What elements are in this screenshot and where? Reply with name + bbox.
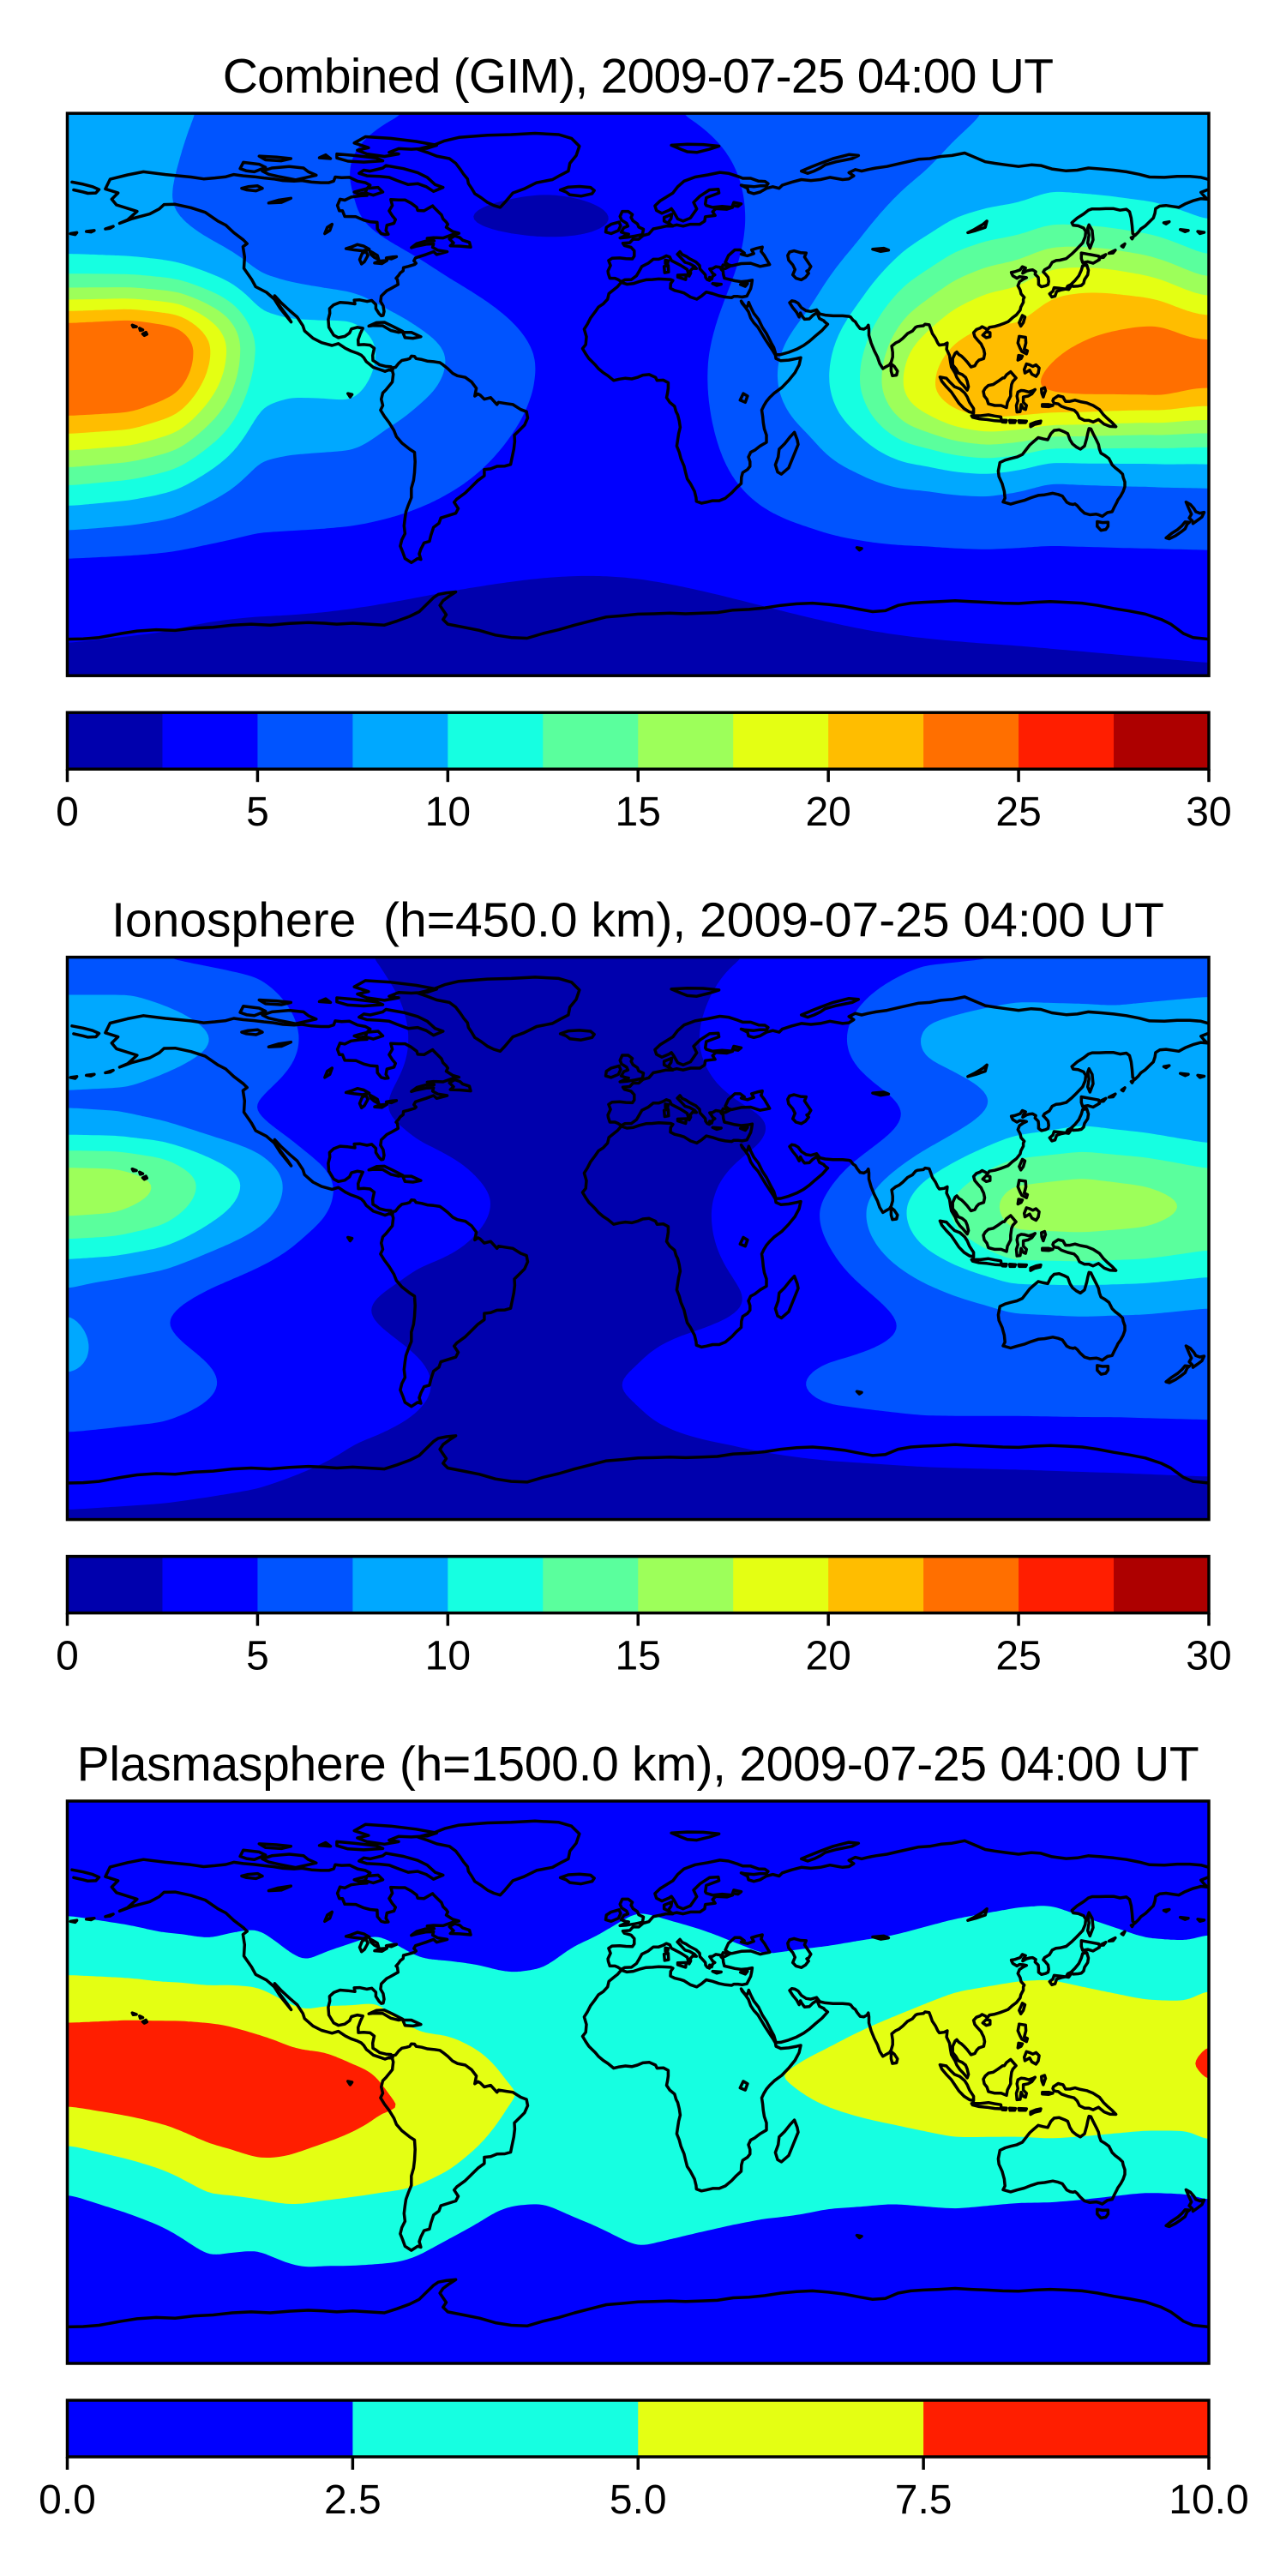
svg-text:7.5: 7.5	[895, 2477, 952, 2523]
svg-text:0: 0	[56, 790, 79, 835]
svg-text:20: 20	[805, 1634, 850, 1679]
svg-text:15: 15	[616, 1634, 661, 1679]
svg-text:25: 25	[995, 1634, 1041, 1679]
svg-text:5: 5	[246, 790, 269, 835]
svg-text:Ionosphere (h=450.0 km), 2009: Ionosphere (h=450.0 km), 2009-07-25 04:0…	[111, 893, 1164, 948]
svg-text:2.5: 2.5	[324, 2477, 382, 2523]
svg-text:5: 5	[246, 1634, 269, 1679]
svg-text:10: 10	[425, 1634, 471, 1679]
svg-text:30: 30	[1186, 1634, 1231, 1679]
svg-text:30: 30	[1186, 790, 1231, 835]
svg-text:0.0: 0.0	[39, 2477, 96, 2523]
svg-text:10.0: 10.0	[1169, 2477, 1248, 2523]
svg-text:25: 25	[995, 790, 1041, 835]
svg-text:Plasmasphere (h=1500.0 km), 20: Plasmasphere (h=1500.0 km), 2009-07-25 0…	[77, 1737, 1199, 1792]
svg-text:10: 10	[425, 790, 471, 835]
svg-text:5.0: 5.0	[610, 2477, 667, 2523]
svg-text:20: 20	[805, 790, 850, 835]
svg-text:0: 0	[56, 1634, 79, 1679]
svg-text:15: 15	[616, 790, 661, 835]
svg-text:Combined (GIM), 2009-07-25 04:: Combined (GIM), 2009-07-25 04:00 UT	[223, 49, 1054, 104]
